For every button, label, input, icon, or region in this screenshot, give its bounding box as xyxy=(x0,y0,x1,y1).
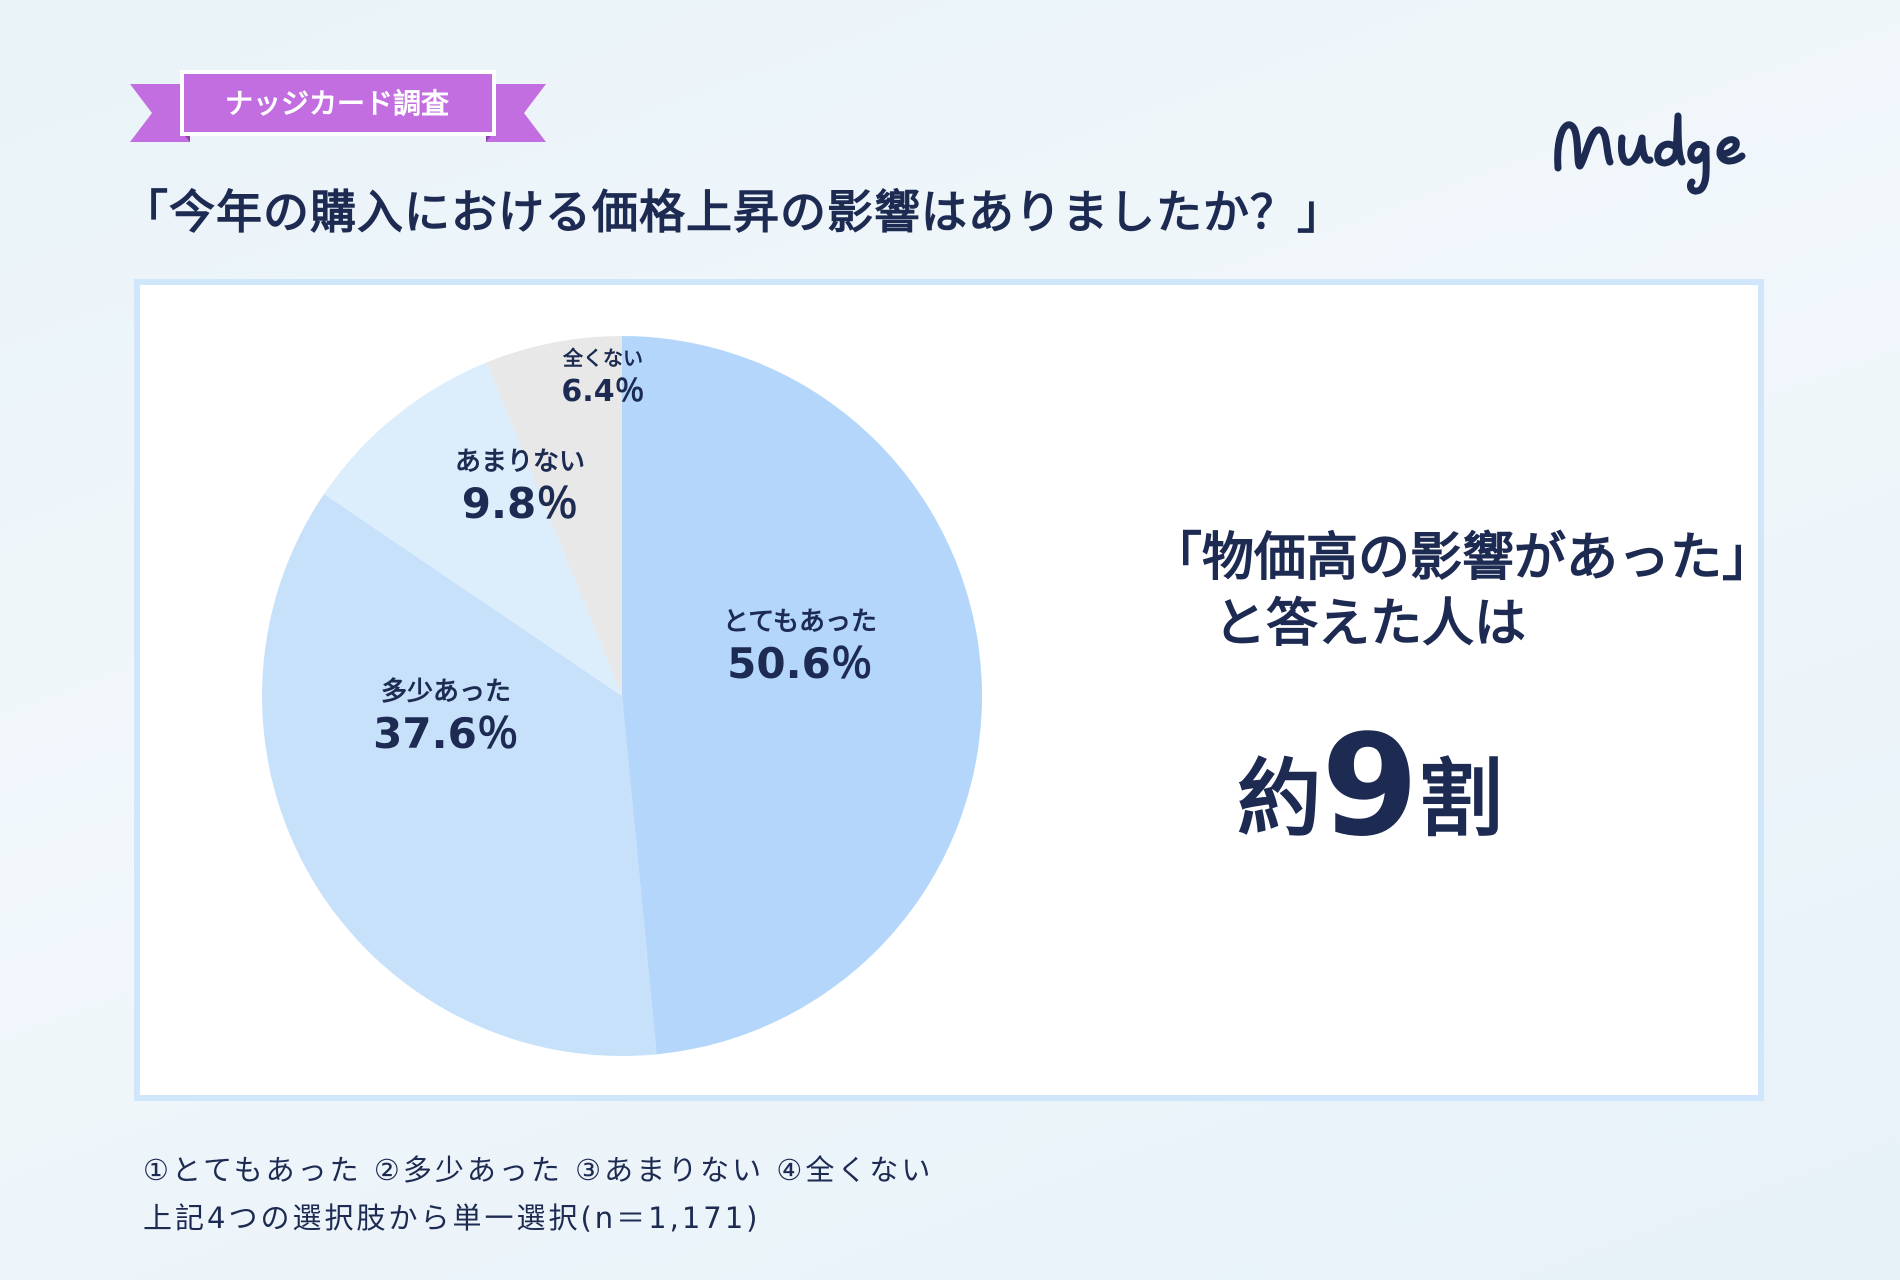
nudge-logo xyxy=(1550,98,1770,218)
slice-label-1: とてもあった xyxy=(723,607,877,637)
headline-line-1: 「物価高の影響があった」 xyxy=(1150,528,1775,588)
headline: 「物価高の影響があった」 と答えた人は xyxy=(1150,525,1775,657)
badge-label: ナッジカード調査 xyxy=(224,87,449,120)
slice-value-2: 37.6％ xyxy=(373,709,519,758)
pie-slice-1 xyxy=(622,336,982,1055)
result-suffix: 割 xyxy=(1418,750,1503,848)
slice-label-2: 多少あった xyxy=(381,677,511,707)
slice-label-3: あまりない xyxy=(455,447,585,477)
slice-value-4: 6.4％ xyxy=(561,374,644,409)
survey-badge: ナッジカード調査 xyxy=(130,70,546,150)
result-prefix: 約 xyxy=(1237,750,1322,848)
slice-value-3: 9.8％ xyxy=(462,479,578,528)
pie-slice-4 xyxy=(486,336,622,696)
footnote: ①とてもあった ②多少あった ③あまりない ④全くない 上記4つの選択肢から単一… xyxy=(143,1146,933,1242)
result-number: 9 xyxy=(1321,705,1419,868)
question-title: 「今年の購入における価格上昇の影響はありましたか？」 xyxy=(122,185,1344,239)
ribbon-shape xyxy=(130,70,546,142)
headline-line-2: と答えた人は xyxy=(1213,594,1526,654)
footnote-options: ①とてもあった ②多少あった ③あまりない ④全くない xyxy=(143,1153,934,1187)
pie-slice-3 xyxy=(324,362,622,696)
pie-slice-2 xyxy=(262,493,657,1056)
chart-panel: とてもあった 50.6％ 多少あった 37.6％ あまりない 9.8％ 全くない 6.4％ 「… xyxy=(134,279,1775,1101)
logo-graphic xyxy=(1554,112,1746,195)
slice-value-1: 50.6％ xyxy=(727,639,873,688)
footnote-method: 上記4つの選択肢から単一選択(n＝1,171) xyxy=(143,1201,761,1235)
result-callout: 約9割 xyxy=(1150,705,1590,868)
slice-label-4: 全くない xyxy=(562,346,643,370)
